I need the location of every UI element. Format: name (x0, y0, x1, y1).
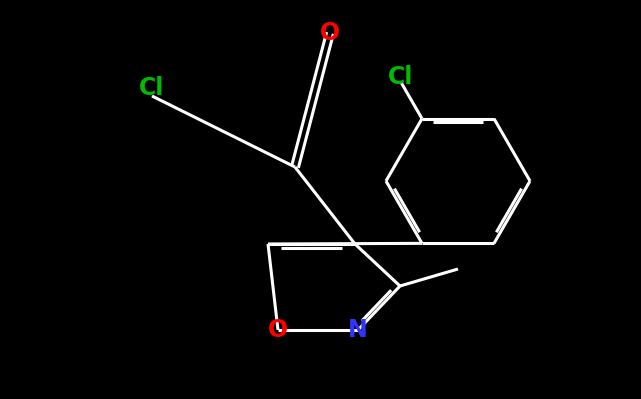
Text: O: O (268, 318, 288, 342)
Text: O: O (320, 21, 340, 45)
Text: Cl: Cl (139, 76, 165, 100)
Text: N: N (348, 318, 368, 342)
Text: Cl: Cl (388, 65, 413, 89)
